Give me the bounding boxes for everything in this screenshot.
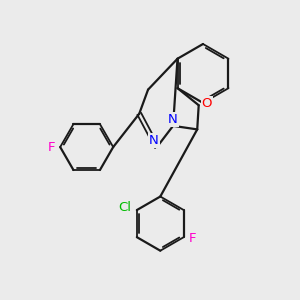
- Text: F: F: [48, 141, 56, 154]
- Text: O: O: [202, 97, 212, 110]
- Text: N: N: [149, 134, 159, 147]
- Text: N: N: [168, 113, 178, 126]
- Text: F: F: [189, 232, 196, 245]
- Text: Cl: Cl: [118, 201, 131, 214]
